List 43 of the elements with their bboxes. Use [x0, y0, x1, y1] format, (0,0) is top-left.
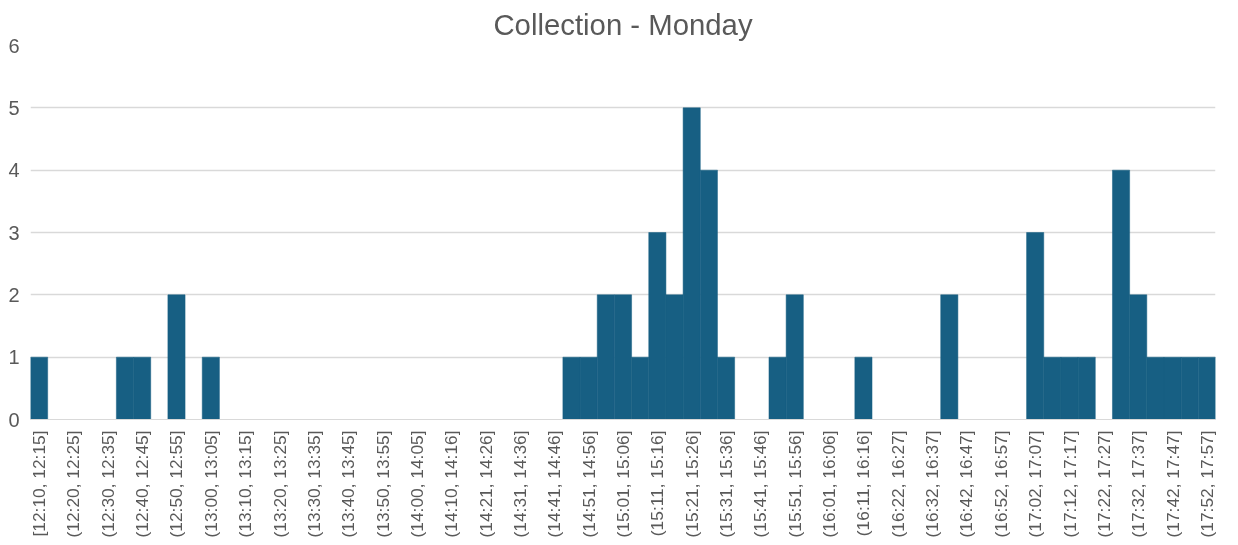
x-tick-label: (15:51, 15:56]: [784, 430, 805, 538]
x-tick-label: (14:00, 14:05]: [406, 430, 427, 538]
x-tick-label: (14:41, 14:46]: [544, 430, 565, 538]
x-tick-label: (17:22, 17:27]: [1093, 430, 1114, 538]
x-tick-label: (16:32, 16:37]: [922, 430, 943, 538]
x-tick-label: (12:50, 12:55]: [166, 430, 187, 538]
x-tick-label: (15:31, 15:36]: [716, 430, 737, 538]
x-tick-label: (12:30, 12:35]: [97, 430, 118, 538]
x-tick-label: (13:10, 13:15]: [235, 430, 256, 538]
x-tick-label: (13:00, 13:05]: [200, 430, 221, 538]
x-tick-label: (14:10, 14:16]: [441, 430, 462, 538]
x-tick-label: (17:02, 17:07]: [1025, 430, 1046, 538]
x-tick-label: (15:41, 15:46]: [750, 430, 771, 538]
x-tick-label: (14:51, 14:56]: [578, 430, 599, 538]
x-tick-label: (16:42, 16:47]: [956, 430, 977, 538]
x-tick-label: (14:31, 14:36]: [509, 430, 530, 538]
x-tick-label: (16:11, 16:16]: [853, 430, 874, 537]
x-tick-label: (16:22, 16:27]: [887, 430, 908, 538]
y-tick-label: 4: [8, 159, 20, 182]
x-tick-label: (16:52, 16:57]: [990, 430, 1011, 538]
x-tick-label: (15:01, 15:06]: [613, 430, 633, 538]
x-tick-label: (13:40, 13:45]: [338, 430, 359, 538]
x-tick-label: (17:42, 17:47]: [1162, 430, 1183, 538]
x-tick-label: (13:50, 13:55]: [372, 430, 393, 538]
x-tick-label: (12:20, 12:25]: [63, 430, 84, 538]
x-tick-label: (14:21, 14:26]: [475, 430, 496, 538]
y-tick-label: 0: [8, 408, 20, 431]
y-tick-label: 1: [8, 346, 20, 369]
x-tick-label: (13:20, 13:25]: [269, 430, 290, 538]
x-tick-label: [12:10, 12:15]: [29, 430, 50, 537]
x-tick-label: (12:40, 12:45]: [132, 430, 153, 538]
y-tick-label: 5: [8, 96, 20, 119]
x-tick-label: (15:21, 15:26]: [681, 430, 702, 538]
y-tick-label: 2: [8, 283, 20, 306]
x-tick-label: (17:32, 17:37]: [1128, 430, 1149, 538]
x-tick-label: (13:30, 13:35]: [303, 430, 324, 538]
x-tick-label: (16:01, 16:06]: [819, 430, 840, 538]
x-tick-label: (17:12, 17:17]: [1059, 430, 1080, 538]
chart-title: Collection - Monday: [493, 7, 753, 41]
x-tick-label: (17:52, 17:57]: [1196, 430, 1217, 538]
y-tick-label: 6: [8, 34, 20, 57]
y-tick-label: 3: [8, 221, 20, 244]
x-tick-label: (15:11, 15:16]: [647, 430, 668, 537]
